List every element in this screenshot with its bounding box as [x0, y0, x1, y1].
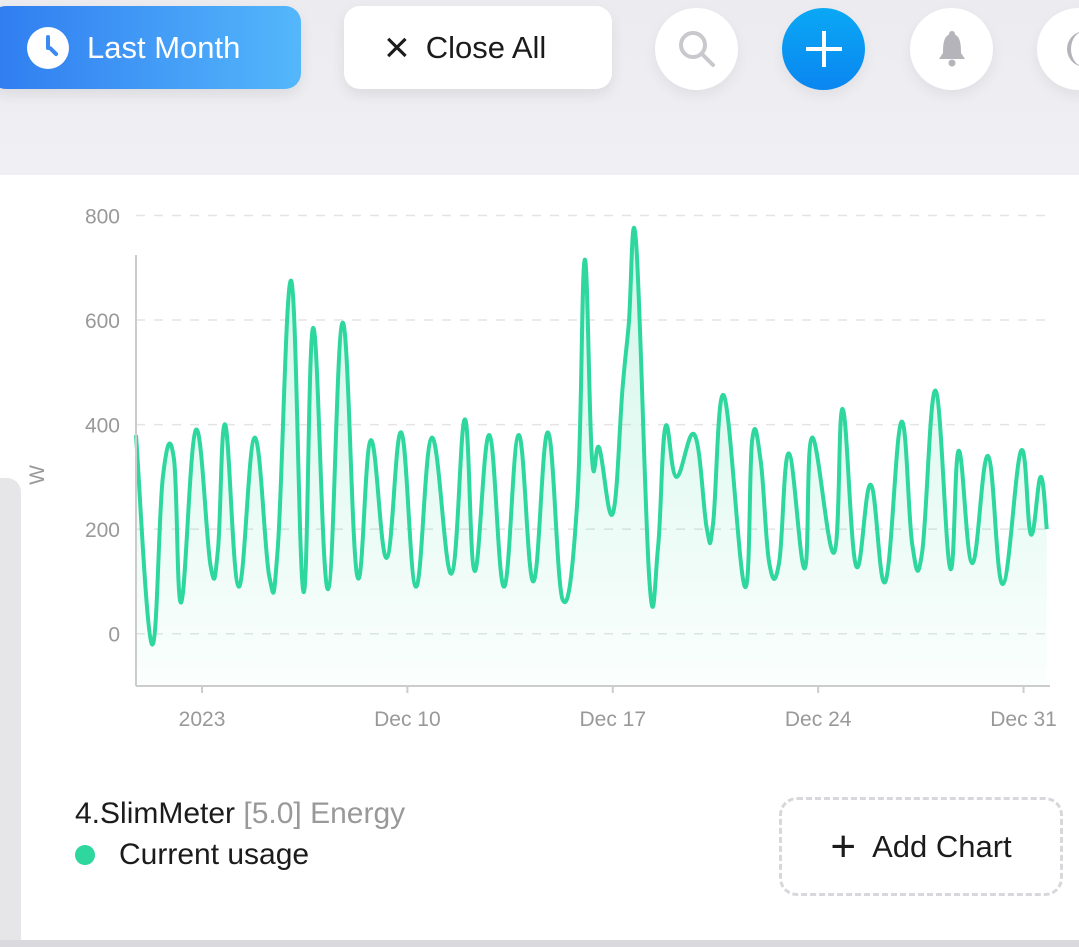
- x-tick-label: 2023: [179, 708, 226, 731]
- bell-icon: [938, 31, 965, 67]
- y-tick-label: 200: [85, 519, 120, 542]
- time-range-button[interactable]: Last Month: [0, 6, 301, 89]
- search-icon: [678, 31, 715, 67]
- x-tick-label: Dec 10: [374, 708, 441, 731]
- notifications-button[interactable]: [910, 8, 993, 90]
- chart-title: 4.SlimMeter [5.0] Energy: [75, 797, 405, 831]
- search-button[interactable]: [655, 8, 738, 90]
- series-line-current-usage: [134, 226, 1049, 647]
- y-tick-label: 800: [85, 206, 120, 229]
- device-name: 4.SlimMeter: [75, 797, 236, 830]
- y-tick-label: 0: [108, 624, 120, 647]
- side-panel-edge[interactable]: [0, 478, 21, 940]
- measurement-type: Energy: [310, 797, 406, 830]
- y-tick-label: 400: [85, 415, 120, 438]
- clock-icon: [27, 26, 69, 69]
- close-all-label: Close All: [425, 29, 547, 65]
- add-button[interactable]: [782, 8, 865, 90]
- device-version: [5.0]: [243, 797, 302, 830]
- plus-icon: [805, 31, 842, 67]
- close-all-button[interactable]: × Close All: [344, 6, 612, 89]
- x-tick-label: Dec 31: [990, 708, 1057, 731]
- add-chart-label: Add Chart: [872, 828, 1012, 864]
- legend-dot-icon: [75, 845, 95, 865]
- plus-icon: +: [830, 821, 857, 871]
- legend-label: Current usage: [119, 838, 310, 871]
- x-tick-label: Dec 17: [580, 708, 647, 731]
- time-range-label: Last Month: [87, 29, 241, 65]
- y-tick-label: 600: [85, 310, 120, 333]
- legend-item[interactable]: Current usage: [75, 838, 309, 872]
- moon-icon: [1066, 31, 1079, 67]
- card-divider: [0, 940, 1079, 947]
- toolbar: Last Month × Close All: [0, 0, 1079, 175]
- x-tick-label: Dec 24: [785, 708, 852, 731]
- close-icon: ×: [384, 22, 410, 72]
- y-axis-label: W: [26, 465, 49, 485]
- add-chart-button[interactable]: + Add Chart: [779, 797, 1063, 896]
